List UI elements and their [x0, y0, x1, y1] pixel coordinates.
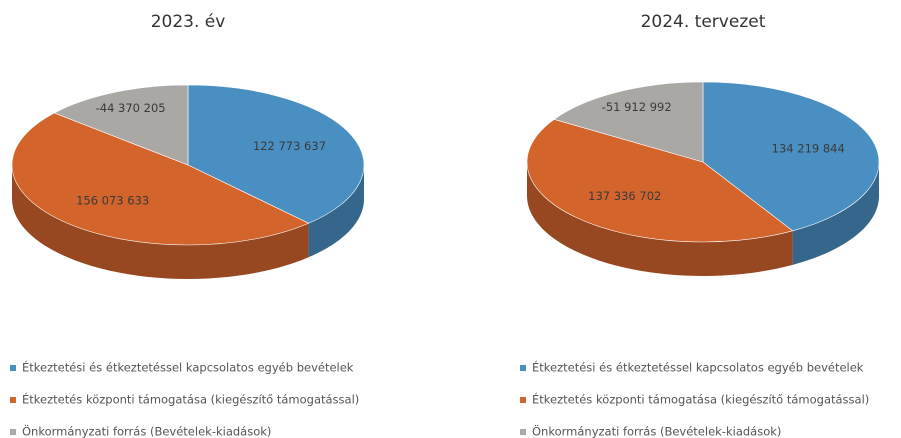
legend-label: Étkeztetési és étkeztetéssel kapcsolatos… [22, 360, 354, 375]
legend-label: Önkormányzati forrás (Bevételek-kiadások… [22, 423, 271, 438]
pie-side [792, 162, 879, 265]
value-label: -44 370 205 [96, 101, 166, 115]
legend-label: Étkeztetés központi támogatása (kiegészí… [22, 392, 359, 407]
pie-slice [11, 112, 310, 246]
value-label: 134 219 844 [772, 141, 845, 155]
legend-label: Étkeztetés központi támogatása (kiegészí… [532, 392, 869, 407]
legend-swatch [520, 397, 526, 403]
pie-slice [526, 119, 794, 243]
value-label: -51 912 992 [602, 100, 672, 114]
legend-label: Önkormányzati forrás (Bevételek-kiadások… [532, 423, 781, 438]
pie-slice [553, 81, 704, 163]
pie-side [12, 165, 309, 279]
legend-swatch [10, 397, 16, 403]
pie-side [527, 162, 793, 276]
value-label: 122 773 637 [253, 139, 326, 153]
pie-slice [187, 84, 365, 224]
legend-swatch [520, 365, 526, 371]
legend-swatch [520, 429, 526, 435]
pie-slice [53, 84, 189, 166]
value-label: 156 073 633 [76, 193, 149, 207]
value-label: 137 336 702 [588, 189, 661, 203]
pie-side [308, 165, 364, 258]
pie-slice [702, 81, 880, 232]
legend-swatch [10, 365, 16, 371]
legend-label: Étkeztetési és étkeztetéssel kapcsolatos… [532, 360, 864, 375]
chart-title: 2024. tervezet [641, 12, 766, 32]
chart-title: 2023. év [151, 12, 226, 32]
legend-swatch [10, 429, 16, 435]
